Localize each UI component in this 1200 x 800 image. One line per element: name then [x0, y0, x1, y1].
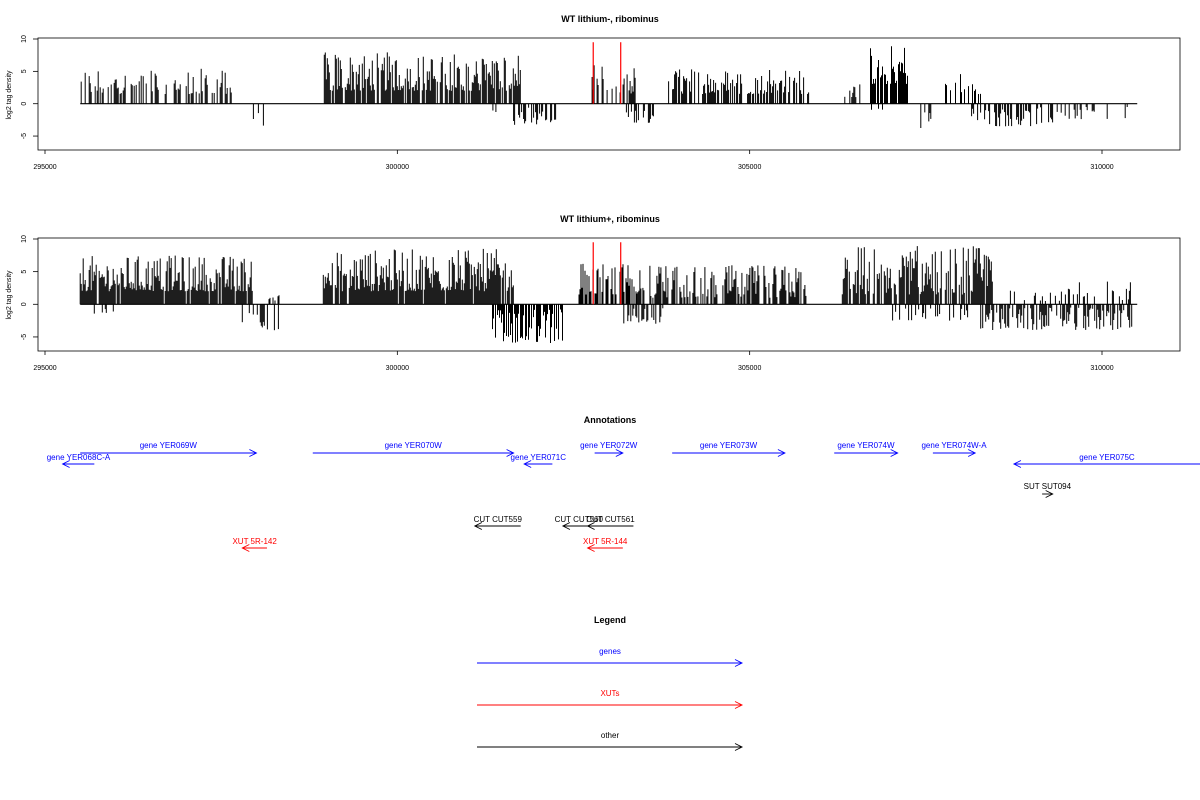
x-tick-label: 305000 [738, 365, 761, 372]
annotations-title: Annotations [584, 415, 637, 425]
annotation-feature: XUT 5R-144 [583, 537, 628, 552]
y-tick-label: 10 [21, 235, 28, 243]
annotation-feature: CUT CUT561 [586, 515, 635, 530]
plot-frame [37, 37, 1181, 151]
track-panel-lithium-minus: WT lithium-, ribominus log2 tag density … [6, 14, 1181, 171]
y-tick-label: 0 [21, 102, 28, 106]
x-tick-label: 305000 [738, 164, 761, 171]
feature-label: gene YER073W [700, 441, 758, 450]
legend-label: other [601, 731, 620, 740]
feature-label: XUT 5R-144 [583, 537, 628, 546]
annotation-feature: gene YER069W [80, 441, 258, 457]
x-axis: 295000 300000 305000 310000 [33, 150, 1114, 171]
annotation-feature: gene YER071C [511, 453, 567, 468]
feature-label: gene YER074W-A [921, 441, 987, 450]
feature-arrow-head [967, 449, 977, 457]
legend-items: genes XUTs other [477, 647, 744, 751]
feature-label: XUT 5R-142 [232, 537, 277, 546]
y-axis: -5 0 5 10 [21, 35, 38, 139]
y-axis-label: log2 tag density [6, 70, 13, 120]
annotation-feature: gene YER075C [1012, 453, 1200, 468]
feature-arrow-head [777, 449, 786, 457]
annotation-feature: gene YER074W-A [921, 441, 987, 457]
legend-item: other [477, 731, 744, 751]
panel-title: WT lithium+, ribominus [560, 214, 660, 224]
plot-frame [37, 237, 1181, 352]
feature-arrow-head [1045, 490, 1054, 498]
x-tick-label: 310000 [1090, 365, 1113, 372]
track-panel-lithium-plus: WT lithium+, ribominus log2 tag density … [6, 214, 1181, 372]
feature-arrow-head [523, 460, 532, 468]
x-tick-label: 295000 [33, 164, 56, 171]
feature-label: gene YER075C [1079, 453, 1135, 462]
x-tick-label: 300000 [386, 365, 409, 372]
feature-label: gene YER074W [837, 441, 895, 450]
x-tick-label: 310000 [1090, 164, 1113, 171]
x-tick-label: 300000 [386, 164, 409, 171]
legend-label: XUTs [600, 689, 619, 698]
feature-arrow-head [890, 449, 899, 457]
signal-bars [79, 242, 1138, 343]
y-tick-label: -5 [21, 133, 28, 139]
x-axis: 295000 300000 305000 310000 [33, 351, 1114, 372]
legend-arrow-head [734, 701, 744, 709]
legend: Legend genes XUTs other [477, 615, 744, 751]
feature-arrow-head [249, 449, 258, 457]
legend-item: genes [477, 647, 744, 667]
panel-title: WT lithium-, ribominus [561, 14, 659, 24]
y-tick-label: 0 [21, 302, 28, 306]
feature-arrow-head [586, 544, 595, 552]
feature-arrow-head [586, 522, 595, 530]
feature-label: gene YER070W [385, 441, 443, 450]
legend-arrow-head [734, 659, 744, 667]
y-axis: -5 0 5 10 [21, 235, 38, 340]
feature-arrow-head [473, 522, 483, 530]
feature-arrow-head [241, 544, 250, 552]
feature-label: CUT CUT561 [586, 515, 635, 524]
feature-label: CUT CUT560 [555, 515, 604, 524]
y-tick-label: 5 [21, 270, 28, 274]
feature-arrow-head [561, 522, 571, 530]
y-axis-label: log2 tag density [6, 270, 13, 320]
legend-title: Legend [594, 615, 626, 625]
x-tick-label: 295000 [33, 365, 56, 372]
y-tick-label: -5 [21, 334, 28, 340]
feature-label: gene YER071C [511, 453, 567, 462]
annotation-feature: gene YER072W [580, 441, 638, 457]
feature-arrow-head [1012, 460, 1022, 468]
feature-label: CUT CUT559 [474, 515, 523, 524]
feature-arrow-head [615, 449, 624, 457]
annotation-feature: gene YER068C-A [47, 453, 111, 468]
y-tick-label: 5 [21, 69, 28, 73]
annotation-feature: SUT SUT094 [1024, 482, 1072, 498]
feature-label: gene YER069W [140, 441, 198, 450]
legend-arrow-head [734, 743, 744, 751]
legend-label: genes [599, 647, 621, 656]
annotation-feature: gene YER070W [312, 441, 515, 457]
annotation-feature: CUT CUT559 [473, 515, 523, 530]
feature-arrow-head [506, 449, 515, 457]
feature-label: gene YER068C-A [47, 453, 111, 462]
annotation-feature: gene YER073W [672, 441, 786, 457]
annotation-features: gene YER068C-A gene YER069W gene YER070W ge… [47, 441, 1200, 552]
feature-label: gene YER072W [580, 441, 638, 450]
feature-arrow-head [61, 460, 70, 468]
feature-label: SUT SUT094 [1024, 482, 1072, 491]
annotation-feature: XUT 5R-142 [232, 537, 277, 552]
y-tick-label: 10 [21, 35, 28, 43]
legend-item: XUTs [477, 689, 744, 709]
signal-bars [80, 42, 1138, 128]
annotation-feature: gene YER074W [834, 441, 899, 457]
